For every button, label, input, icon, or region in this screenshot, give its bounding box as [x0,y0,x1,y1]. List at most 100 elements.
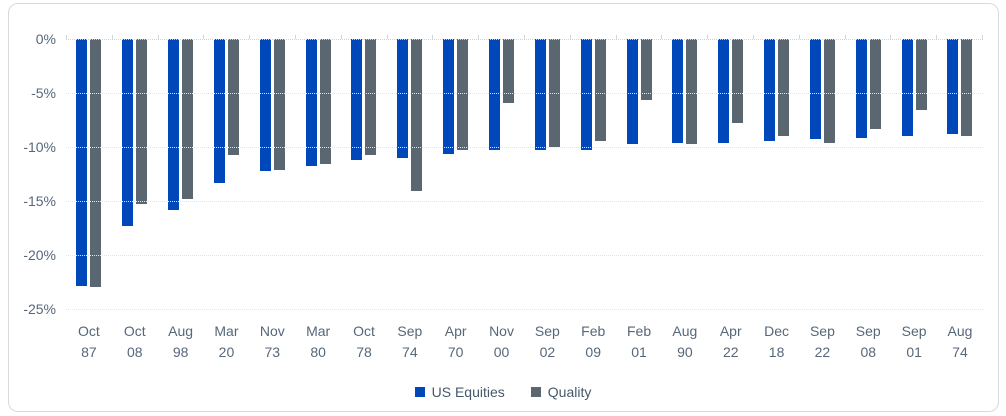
bar-group [845,39,891,309]
bar-group [66,39,112,309]
x-axis-label: Nov 00 [489,323,514,360]
x-axis-label: Sep 01 [901,323,927,360]
bars-row [66,39,983,309]
x-axis-label: Oct 08 [123,323,146,360]
bar-quality [411,39,423,192]
bar-group [249,39,295,309]
x-axis-label: Oct 78 [353,323,375,360]
x-axis-label: Sep 22 [809,323,835,360]
x-axis-label: Oct 87 [78,323,100,360]
bar-us-equities [580,39,592,151]
axis-tick [386,35,388,39]
axis-tick [203,35,205,39]
bar-quality [365,39,377,155]
axis-tick [981,35,983,39]
bar-quality [136,39,148,205]
gridline [66,201,983,202]
bar-quality [182,39,194,199]
legend: US Equities Quality [0,384,1006,400]
bar-us-equities [809,39,821,140]
axis-tick [340,35,342,39]
bar-us-equities [489,39,501,151]
axis-tick [432,35,434,39]
bar-group [708,39,754,309]
axis-tick [798,35,800,39]
axis-tick [523,35,525,39]
bar-quality [90,39,102,288]
bar-quality [778,39,790,137]
bar-quality [457,39,469,151]
axis-tick [890,35,892,39]
bar-group [800,39,846,309]
bar-group [891,39,937,309]
bar-group [158,39,204,309]
category-axis-ticks [66,35,983,39]
gridline [66,309,983,310]
bar-us-equities [672,39,684,143]
legend-item-us-equities: US Equities [414,384,505,400]
bar-us-equities [443,39,455,154]
bar-group [754,39,800,309]
bar-us-equities [168,39,180,210]
x-axis-label: Aug 74 [947,323,973,360]
bar-quality [915,39,927,111]
axis-tick [844,35,846,39]
bar-quality [273,39,285,170]
bar-us-equities [351,39,363,160]
x-axis-label: Sep 02 [534,323,560,360]
gridline [66,147,983,148]
x-axis-label: Nov 73 [259,323,285,360]
bar-group [204,39,250,309]
bar-us-equities [76,39,88,287]
plot-area [66,35,983,310]
legend-item-quality: Quality [530,384,592,400]
x-axis-label: Feb 01 [626,323,652,360]
bar-group [570,39,616,309]
x-axis-label: Sep 74 [397,323,423,360]
legend-swatch-quality [530,387,541,397]
gridline [66,93,983,94]
gridline [66,255,983,256]
bar-us-equities [718,39,730,143]
axis-tick [111,35,113,39]
bar-quality [503,39,515,103]
bar-us-equities [626,39,638,144]
legend-label-quality: Quality [547,384,592,400]
bar-us-equities [122,39,134,226]
x-axis-label: Feb 09 [581,323,606,360]
axis-tick [249,35,251,39]
axis-tick [707,35,709,39]
x-axis-label: Apr 22 [719,323,742,360]
y-axis-label: -5% [31,85,56,101]
bar-quality [227,39,239,155]
bar-group [112,39,158,309]
axis-tick [661,35,663,39]
bar-us-equities [947,39,959,134]
axis-tick [752,35,754,39]
bar-us-equities [259,39,271,171]
bar-group [937,39,983,309]
bar-group [479,39,525,309]
bar-quality [640,39,652,100]
axis-tick [478,35,480,39]
bar-us-equities [213,39,225,183]
bar-us-equities [901,39,913,137]
bar-group [433,39,479,309]
y-axis-label: -20% [23,247,56,263]
x-axis-label: Aug 90 [672,323,698,360]
bar-us-equities [305,39,317,167]
y-axis-label: -25% [23,301,56,317]
x-axis-label: Mar 20 [214,323,239,360]
axis-tick [569,35,571,39]
axis-tick [294,35,296,39]
legend-label-us-equities: US Equities [431,384,505,400]
bar-us-equities [534,39,546,151]
axis-tick [66,35,67,39]
x-axis: Oct 87 Oct 08 Aug 98 Mar 20 Nov 73 Mar 80 Oct 78 Sep 74… [66,321,983,363]
y-axis: 0% -5% -10% -15% -20% -25% [0,0,56,416]
x-axis-label: Dec 18 [764,323,790,360]
bar-quality [869,39,881,129]
y-axis-label: -15% [23,193,56,209]
bar-us-equities [855,39,867,139]
